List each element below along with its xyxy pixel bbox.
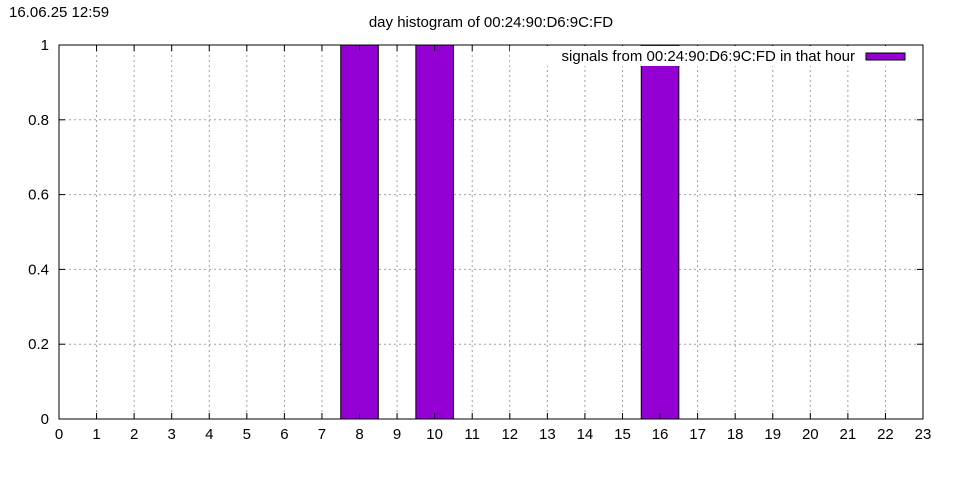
x-tick-label: 7 [318, 426, 326, 443]
bar-hour-10 [415, 44, 454, 420]
x-tick-label: 6 [280, 426, 288, 443]
x-tick-label: 11 [464, 426, 480, 443]
bar-hour-8 [340, 44, 379, 420]
timestamp: 16.06.25 12:59 [9, 4, 110, 21]
x-tick-label: 16 [652, 426, 669, 443]
x-tick-label: 4 [205, 426, 213, 443]
ticks: 0 1 2 3 4 5 6 7 8 9 10 11 12 13 14 15 16 17 18 19 20 21 22 2300… [28, 37, 931, 443]
x-tick-label: 12 [501, 426, 518, 443]
y-tick-label: 0.4 [28, 261, 49, 278]
x-tick-label: 19 [764, 426, 781, 443]
x-tick-label: 20 [802, 426, 819, 443]
x-tick-label: 10 [426, 426, 443, 443]
x-tick-label: 15 [614, 426, 631, 443]
x-tick-label: 2 [130, 426, 138, 443]
x-tick-label: 9 [393, 426, 401, 443]
y-tick-label: 0.6 [28, 187, 49, 204]
x-tick-label: 8 [355, 426, 363, 443]
legend-swatch [865, 52, 906, 61]
x-tick-label: 13 [539, 426, 556, 443]
x-tick-label: 5 [243, 426, 251, 443]
legend-background [510, 46, 905, 66]
legend: signals from 00:24:90:D6:9C:FD in that h… [510, 46, 906, 66]
x-tick-label: 0 [55, 426, 63, 443]
x-tick-label: 3 [168, 426, 176, 443]
x-tick-label: 14 [577, 426, 594, 443]
bar-hour-16 [640, 44, 680, 420]
x-tick-label: 22 [877, 426, 894, 443]
plot-frame [58, 44, 924, 420]
chart-title: day histogram of 00:24:90:D6:9C:FD [369, 14, 613, 31]
x-tick-label: 1 [92, 426, 100, 443]
y-tick-label: 0 [41, 411, 49, 428]
grid [59, 45, 923, 419]
x-tick-label: 17 [689, 426, 706, 443]
x-tick-label: 21 [840, 426, 857, 443]
x-tick-label: 18 [727, 426, 744, 443]
x-tick-label: 23 [915, 426, 932, 443]
y-tick-label: 0.2 [28, 336, 49, 353]
legend-label: signals from 00:24:90:D6:9C:FD in that h… [562, 48, 855, 65]
y-tick-label: 1 [41, 37, 49, 54]
y-tick-label: 0.8 [28, 112, 49, 129]
